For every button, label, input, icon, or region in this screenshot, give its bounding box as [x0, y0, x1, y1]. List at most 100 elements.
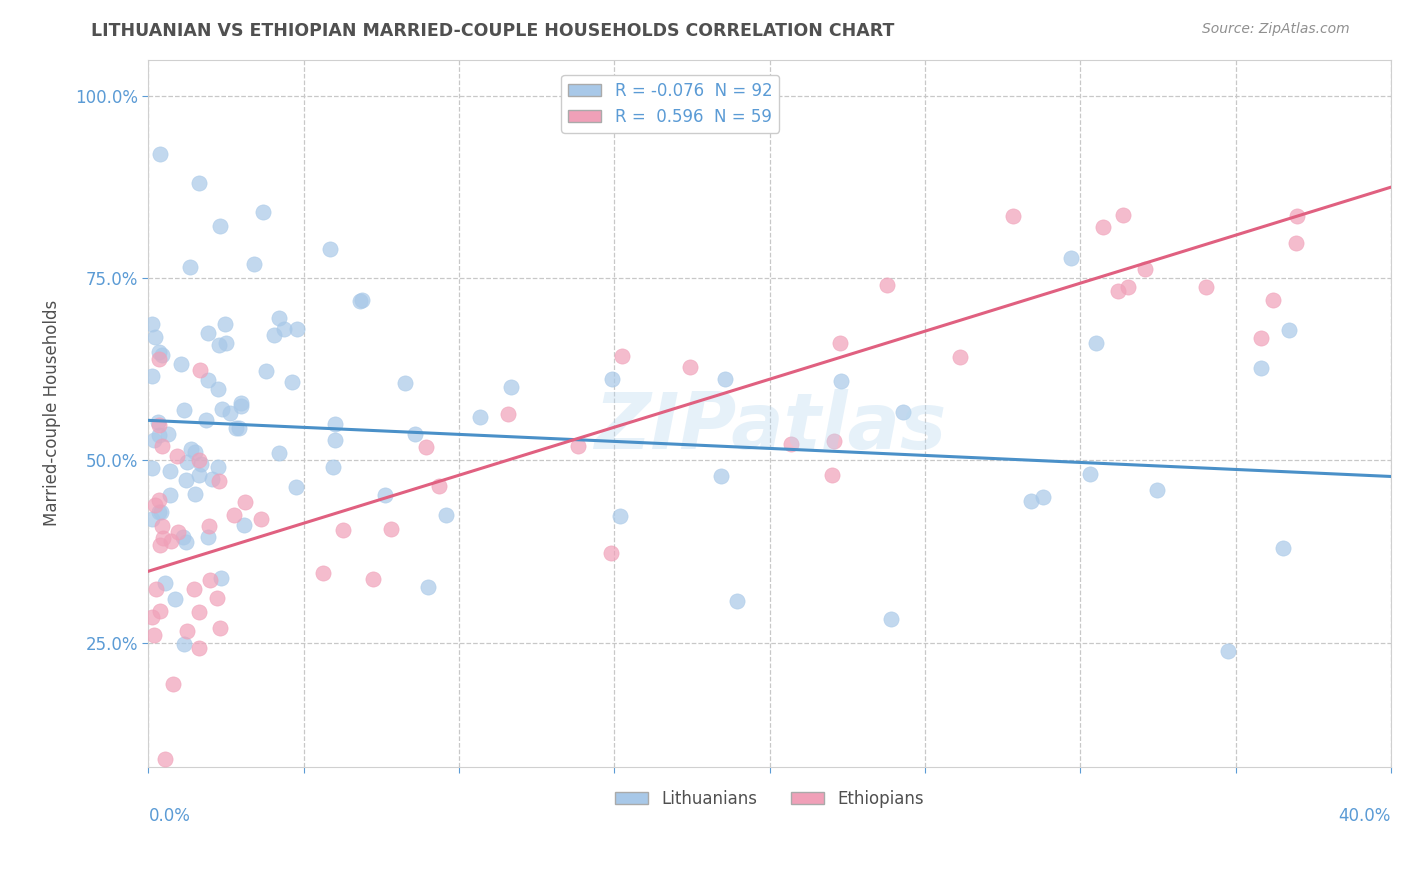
Point — [828, 335, 851, 350]
Point — [1278, 323, 1301, 337]
Point — [208, 621, 231, 635]
Point — [374, 488, 396, 502]
Point — [609, 509, 631, 524]
Point — [1112, 208, 1135, 222]
Point — [180, 442, 202, 457]
Point — [143, 498, 166, 512]
Point — [679, 359, 702, 374]
Point — [1107, 285, 1129, 299]
Point — [1002, 209, 1025, 223]
Point — [1019, 494, 1042, 508]
Text: 0.0%: 0.0% — [149, 806, 190, 824]
Point — [263, 327, 285, 342]
Point — [880, 612, 903, 626]
Point — [323, 433, 346, 447]
Point — [198, 573, 221, 587]
Point — [231, 399, 253, 413]
Point — [394, 376, 416, 390]
Point — [173, 637, 195, 651]
Point — [187, 452, 209, 467]
Point — [207, 459, 229, 474]
Point — [197, 530, 219, 544]
Point — [725, 594, 748, 608]
Point — [233, 495, 256, 509]
Point — [143, 628, 166, 642]
Point — [319, 242, 342, 256]
Point — [194, 413, 217, 427]
Point — [215, 336, 238, 351]
Point — [332, 523, 354, 537]
Point — [1133, 261, 1156, 276]
Point — [243, 257, 266, 271]
Point — [141, 317, 163, 331]
Point — [166, 449, 188, 463]
Point — [173, 403, 195, 417]
Point — [159, 533, 181, 548]
Point — [427, 479, 450, 493]
Point — [150, 439, 173, 453]
Point — [148, 351, 170, 366]
Point — [150, 519, 173, 533]
Point — [208, 338, 231, 352]
Point — [143, 330, 166, 344]
Point — [250, 512, 273, 526]
Point — [187, 605, 209, 619]
Text: ZIPatlas: ZIPatlas — [593, 389, 946, 466]
Point — [567, 439, 589, 453]
Point — [404, 427, 426, 442]
Point — [149, 603, 172, 617]
Point — [361, 572, 384, 586]
Legend: Lithuanians, Ethiopians: Lithuanians, Ethiopians — [609, 783, 931, 814]
Point — [159, 464, 181, 478]
Point — [1085, 336, 1108, 351]
Point — [208, 474, 231, 488]
Point — [252, 205, 274, 219]
Point — [148, 427, 170, 442]
Point — [284, 480, 307, 494]
Point — [174, 473, 197, 487]
Point — [713, 372, 735, 386]
Point — [496, 407, 519, 421]
Point — [501, 380, 523, 394]
Point — [1032, 490, 1054, 504]
Point — [143, 433, 166, 447]
Point — [184, 487, 207, 501]
Point — [149, 538, 172, 552]
Point — [141, 368, 163, 383]
Point — [155, 752, 177, 766]
Point — [1078, 467, 1101, 482]
Point — [1285, 236, 1308, 251]
Point — [322, 460, 344, 475]
Point — [211, 401, 233, 416]
Point — [141, 610, 163, 624]
Text: 40.0%: 40.0% — [1339, 806, 1391, 824]
Point — [436, 508, 458, 522]
Point — [214, 318, 236, 332]
Point — [179, 260, 201, 274]
Point — [225, 420, 247, 434]
Point — [145, 582, 167, 596]
Point — [157, 427, 180, 442]
Text: Source: ZipAtlas.com: Source: ZipAtlas.com — [1202, 22, 1350, 37]
Point — [254, 364, 277, 378]
Point — [197, 373, 219, 387]
Point — [148, 417, 170, 432]
Point — [610, 349, 633, 363]
Point — [146, 416, 169, 430]
Point — [170, 357, 193, 371]
Point — [198, 519, 221, 533]
Point — [188, 362, 211, 376]
Point — [269, 311, 291, 326]
Point — [162, 676, 184, 690]
Point — [148, 492, 170, 507]
Point — [141, 511, 163, 525]
Point — [823, 434, 845, 448]
Point — [821, 468, 844, 483]
Point — [415, 440, 437, 454]
Point — [148, 505, 170, 519]
Point — [141, 461, 163, 475]
Point — [152, 532, 174, 546]
Point — [600, 546, 623, 560]
Point — [205, 591, 228, 605]
Point — [468, 409, 491, 424]
